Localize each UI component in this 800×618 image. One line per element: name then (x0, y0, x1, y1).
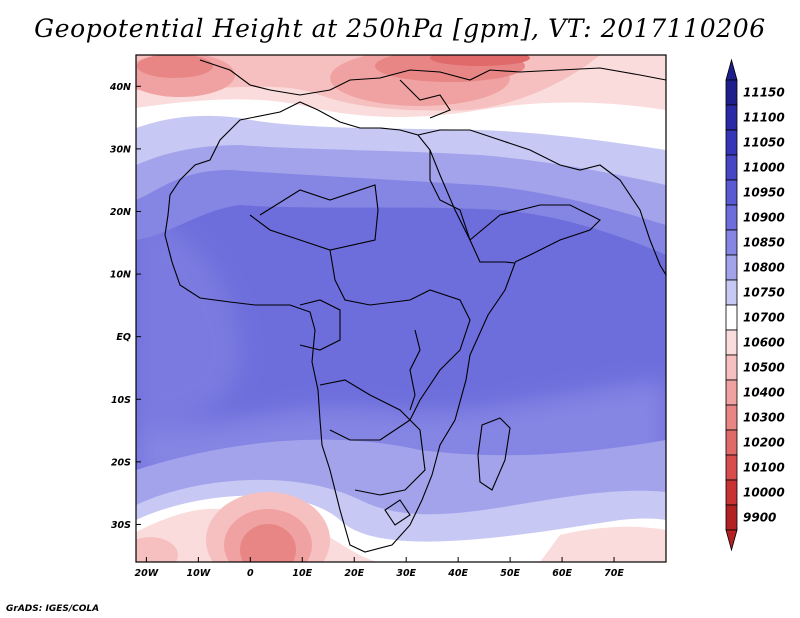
madagascar-coastline (477, 417, 511, 491)
colorbar-swatch (725, 404, 738, 431)
colorbar-label: 10850 (743, 236, 785, 250)
africa-coastline (164, 101, 516, 553)
colorbar-swatch (725, 479, 738, 506)
colorbar-label: 11050 (743, 136, 785, 150)
map-title: Geopotential Height at 250hPa [gpm], VT:… (34, 14, 766, 43)
colorbar-swatch (725, 129, 738, 156)
lon-tick-label: 10E (292, 568, 312, 579)
middle-east-coastline (417, 129, 666, 276)
longitude-axis: 20W 10W 0 10E 20E 30E 40E 50E 60E 70E (135, 557, 624, 579)
colorbar-label: 10900 (743, 211, 785, 225)
lesotho-border (384, 499, 411, 526)
colorbar-swatch (725, 454, 738, 481)
lat-tick-label: 20N (110, 207, 131, 218)
map-frame (135, 54, 667, 563)
lon-tick-label: 50E (500, 568, 520, 579)
colorbar-label: 10950 (743, 186, 785, 200)
europe-coastline (199, 59, 666, 96)
colorbar-label: 10400 (743, 386, 785, 400)
colorbar-label: 10750 (743, 286, 785, 300)
lat-tick-label: 10S (111, 395, 131, 406)
aegean-coastline (399, 79, 451, 119)
colorbar-swatch (725, 79, 738, 106)
central-africa-borders (329, 249, 471, 441)
colorbar-swatch (725, 179, 738, 206)
height-field (136, 55, 666, 562)
lon-tick-label: 0 (247, 568, 254, 579)
lon-tick-label: 20W (135, 568, 159, 579)
colorbar-swatch (725, 329, 738, 356)
lon-tick-label: 30E (396, 568, 416, 579)
colorbar-label: 10100 (743, 461, 785, 475)
colorbar-label: 11000 (743, 161, 785, 175)
colorbar-swatch (725, 279, 738, 306)
colorbar-swatch (725, 204, 738, 231)
colorbar-label: 9900 (743, 511, 776, 525)
colorbar-label: 10300 (743, 411, 785, 425)
colorbar-label: 10200 (743, 436, 785, 450)
lat-tick-label: 30N (110, 144, 131, 155)
colorbar-swatch (725, 379, 738, 406)
lat-tick-label: 40N (109, 82, 131, 93)
colorbar-swatch (725, 504, 738, 531)
credit-text: GrADS: IGES/COLA (6, 604, 100, 614)
lon-tick-label: 10W (187, 568, 211, 579)
lon-tick-label: 40E (447, 568, 468, 579)
lat-tick-label: 20S (111, 457, 131, 468)
great-lakes (409, 329, 421, 411)
lat-tick-label: 10N (110, 270, 131, 281)
lon-tick-label: 20E (344, 568, 364, 579)
colorbar-label: 11100 (743, 111, 785, 125)
colorbar-swatch (725, 304, 738, 331)
colorbar-bottom-triangle (725, 529, 738, 552)
arabia-coastline (469, 204, 601, 263)
colorbar-label: 10700 (743, 311, 785, 325)
colorbar-swatch (725, 354, 738, 381)
colorbar-swatch (725, 429, 738, 456)
colorbar-label: 10000 (743, 486, 785, 500)
lat-tick-label: 30S (111, 520, 131, 531)
lat-tick-label: EQ (116, 332, 131, 343)
colorbar-label: 10600 (743, 336, 785, 350)
lon-tick-label: 70E (604, 568, 624, 579)
colorbar-swatch (725, 104, 738, 131)
red-sea-borders (429, 150, 471, 241)
southern-africa-borders (319, 379, 426, 496)
lon-tick-label: 60E (552, 568, 572, 579)
sahel-borders (249, 184, 379, 251)
colorbar-label: 11150 (743, 86, 785, 100)
coastlines (164, 59, 666, 553)
gulf-of-guinea-borders (299, 299, 341, 351)
colorbar-swatch (725, 254, 738, 281)
colorbar-label: 10800 (743, 261, 785, 275)
latitude-axis: 40N 30N 20N 10N EQ 10S 20S 30S (109, 82, 141, 531)
colorbar-top-triangle (725, 58, 738, 81)
colorbar: 11150 11100 11050 11000 10950 10900 10850 10800… (725, 58, 785, 552)
colorbar-label: 10500 (743, 361, 785, 375)
colorbar-swatch (725, 229, 738, 256)
colorbar-swatch (725, 154, 738, 181)
